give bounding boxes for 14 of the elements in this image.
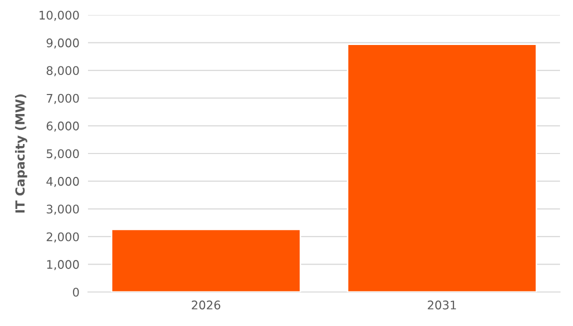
y-tick-label: 7,000 bbox=[46, 94, 79, 104]
y-tick-label: 10,000 bbox=[40, 10, 79, 21]
y-tick-label: 8,000 bbox=[46, 66, 79, 76]
y-tick-label: 2,000 bbox=[46, 232, 79, 242]
y-tick-label: 0 bbox=[72, 288, 79, 297]
y-tick-label: 4,000 bbox=[46, 176, 79, 188]
y-tick-label: 5,000 bbox=[46, 149, 79, 160]
y-tick-label: 6,000 bbox=[46, 122, 79, 132]
x-tick-label: 2026 bbox=[192, 300, 220, 310]
x-tick-label: 2031 bbox=[428, 300, 456, 310]
y-tick-label: 9,000 bbox=[46, 38, 79, 49]
y-axis-title: IT Capacity (MW) bbox=[15, 94, 28, 213]
y-tick-label: 1,000 bbox=[47, 260, 79, 270]
y-tick-label: 3,000 bbox=[46, 204, 79, 215]
